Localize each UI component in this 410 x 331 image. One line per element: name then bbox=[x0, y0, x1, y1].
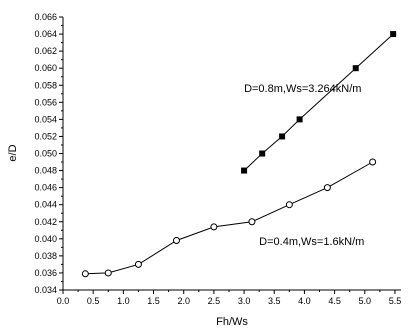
data-point bbox=[390, 31, 397, 38]
y-tick-label: 0.058 bbox=[34, 80, 57, 90]
y-tick-label: 0.046 bbox=[34, 183, 57, 193]
data-point bbox=[241, 167, 248, 174]
x-tick-label: 2.5 bbox=[208, 296, 221, 306]
x-tick-label: 3.5 bbox=[268, 296, 281, 306]
y-tick-label: 0.042 bbox=[34, 217, 57, 227]
data-point bbox=[104, 269, 112, 277]
data-point bbox=[259, 150, 266, 157]
data-point bbox=[285, 201, 293, 209]
data-point bbox=[172, 237, 180, 245]
y-tick-label: 0.066 bbox=[34, 12, 57, 22]
y-tick-label: 0.060 bbox=[34, 63, 57, 73]
x-tick-label: 5.0 bbox=[359, 296, 372, 306]
x-tick-label: 2.0 bbox=[177, 296, 190, 306]
y-ticks: 0.034 0.036 0.038 0.040 0.042 0.044 0.046 0.048… bbox=[34, 12, 63, 295]
y-tick-label: 0.062 bbox=[34, 46, 57, 56]
y-tick-label: 0.064 bbox=[34, 29, 57, 39]
x-tick-label: 5.5 bbox=[389, 296, 402, 306]
y-tick-label: 0.036 bbox=[34, 268, 57, 278]
x-axis-title: Fh/Ws bbox=[216, 316, 248, 328]
data-point bbox=[210, 223, 218, 231]
y-tick-label: 0.054 bbox=[34, 114, 57, 124]
series-1 bbox=[241, 31, 397, 174]
x-tick-label: 4.0 bbox=[298, 296, 311, 306]
y-tick-label: 0.040 bbox=[34, 234, 57, 244]
data-point bbox=[323, 184, 331, 192]
y-tick-label: 0.050 bbox=[34, 149, 57, 159]
annotation-label: D=0.8m,Ws=3.264kN/m bbox=[244, 83, 361, 95]
x-tick-label: 0.5 bbox=[87, 296, 100, 306]
x-tick-label: 3.0 bbox=[238, 296, 251, 306]
x-tick-label: 1.0 bbox=[117, 296, 130, 306]
y-tick-label: 0.044 bbox=[34, 200, 57, 210]
y-tick-label: 0.034 bbox=[34, 285, 57, 295]
x-tick-label: 1.5 bbox=[147, 296, 160, 306]
data-point bbox=[369, 158, 377, 166]
annotation-label: D=0.4m,Ws=1.6kN/m bbox=[259, 236, 364, 248]
data-point bbox=[296, 116, 303, 123]
y-tick-label: 0.052 bbox=[34, 131, 57, 141]
annotation-layer: D=0.8m,Ws=3.264kN/m D=0.4m,Ws=1.6kN/m bbox=[244, 83, 364, 248]
series-layer bbox=[81, 31, 397, 278]
data-point bbox=[279, 133, 286, 140]
data-point bbox=[352, 65, 359, 72]
x-ticks: 0.0 0.5 1.0 1.5 2.0 2.5 3.0 3.5 4.0 4.5 5.0 5.5 bbox=[57, 290, 401, 306]
data-point bbox=[134, 260, 142, 268]
series-2 bbox=[81, 158, 377, 278]
y-tick-label: 0.048 bbox=[34, 166, 57, 176]
y-tick-label: 0.056 bbox=[34, 97, 57, 107]
y-axis-title: e/D bbox=[7, 144, 19, 161]
data-point bbox=[81, 270, 89, 278]
x-tick-label: 4.5 bbox=[328, 296, 341, 306]
y-tick-label: 0.038 bbox=[34, 251, 57, 261]
data-point bbox=[248, 218, 256, 226]
x-tick-label: 0.0 bbox=[57, 296, 70, 306]
